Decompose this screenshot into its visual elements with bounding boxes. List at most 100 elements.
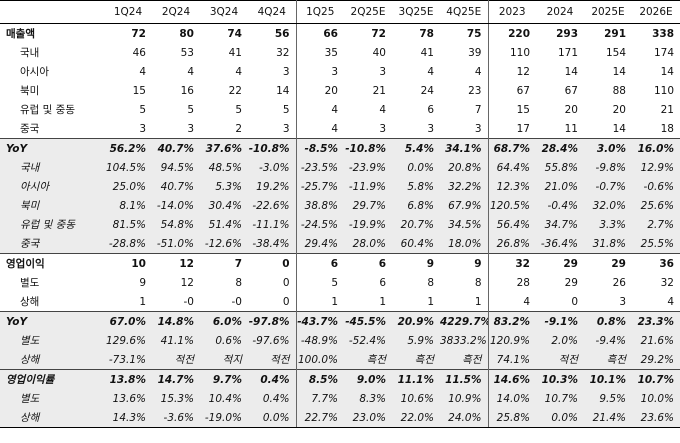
column-header: 3Q24 (200, 0, 248, 24)
row-label: 북미 (0, 196, 104, 215)
row-label: 국내 (20, 47, 40, 59)
row-label: YoY (0, 138, 104, 158)
cell: 48.5% (200, 158, 248, 177)
cell: -12.6% (200, 234, 248, 254)
cell: 11.1% (392, 369, 440, 389)
cell: 74 (227, 27, 242, 40)
cell: 32 (488, 253, 536, 273)
cell: -0.7% (584, 177, 632, 196)
cell: 10.4% (200, 389, 248, 408)
column-header: 2023 (488, 0, 536, 24)
cell: 104.5% (104, 158, 152, 177)
cell: 0.0% (536, 408, 584, 428)
cell: 29.4% (296, 234, 344, 254)
cell: 1 (440, 292, 489, 312)
cell: 94.5% (152, 158, 200, 177)
cell: 8.1% (104, 196, 152, 215)
cell: 5 (235, 103, 242, 116)
cell: 88 (612, 84, 626, 97)
cell: 9.7% (200, 369, 248, 389)
cell: 67.0% (104, 311, 152, 331)
cell: 8.5% (296, 369, 344, 389)
cell: 21.0% (536, 177, 584, 196)
cell: 3 (427, 122, 434, 135)
cell: 3 (248, 62, 297, 81)
table-row: 중국 3 3 2 3 4 3 3 3 17 11 14 18 (0, 119, 680, 139)
cell: 흑전 (584, 350, 632, 370)
cell: 29 (564, 276, 578, 289)
cell: 1 (331, 295, 338, 308)
cell: 20.7% (392, 215, 440, 234)
row-label: 상해 (0, 408, 104, 428)
table-section: YoY 56.2% 40.7% 37.6% -10.8% -8.5% -10.8% 5.4% 3… (0, 138, 680, 254)
cell: 55.8% (536, 158, 584, 177)
cell: -36.4% (536, 234, 584, 254)
cell: -3.6% (152, 408, 200, 428)
cell: 3 (139, 122, 146, 135)
table-row: 별도 9 12 8 0 5 6 8 8 28 29 26 32 (0, 273, 680, 292)
cell: -11.9% (344, 177, 392, 196)
row-label: 별도 (20, 277, 40, 289)
cell: 0 (571, 295, 578, 308)
table-row: 영업이익률 13.8% 14.7% 9.7% 0.4% 8.5% 9.0% 11.1% 11.5… (0, 369, 680, 389)
cell: 25.6% (632, 196, 680, 215)
table-row: 매출액 72 80 74 56 66 72 78 75 220 293 291 338 (0, 23, 680, 43)
cell: 4 (139, 65, 146, 78)
table-row: 북미 8.1% -14.0% 30.4% -22.6% 38.8% 29.7% 6.8% 67.… (0, 196, 680, 215)
cell: 25.5% (632, 234, 680, 254)
cell: 291 (604, 27, 626, 40)
cell: 15 (132, 84, 146, 97)
cell: 9 (440, 253, 489, 273)
cell: 5 (331, 276, 338, 289)
cell: 7 (200, 253, 248, 273)
cell: 3 (331, 65, 338, 78)
cell: 16 (180, 84, 194, 97)
cell: 8 (427, 276, 434, 289)
cell: 6 (379, 276, 386, 289)
cell: 25.8% (488, 408, 536, 428)
cell: 18.0% (440, 234, 489, 254)
cell: 154 (605, 46, 626, 59)
cell: 10.3% (536, 369, 584, 389)
cell: 11.5% (440, 369, 489, 389)
cell: 29.7% (344, 196, 392, 215)
cell: 4 (331, 103, 338, 116)
cell: 5.3% (200, 177, 248, 196)
cell: 20 (564, 103, 578, 116)
cell: 14.6% (488, 369, 536, 389)
table-row: 유럽 및 중동 5 5 5 5 4 4 6 7 15 20 20 21 (0, 100, 680, 119)
cell: 29.2% (632, 350, 680, 370)
cell: -73.1% (104, 350, 152, 370)
cell: -8.5% (296, 138, 344, 158)
cell: 6 (427, 103, 434, 116)
column-header: 2024 (536, 0, 584, 24)
cell: 4 (440, 62, 489, 81)
cell: 3 (440, 119, 489, 139)
cell: 25.0% (104, 177, 152, 196)
row-label: YoY (0, 311, 104, 331)
column-header: 2025E (584, 0, 632, 24)
cell: 100.0% (296, 350, 344, 370)
cell: 0.6% (200, 331, 248, 350)
cell: 36 (632, 253, 680, 273)
table-section: 매출액 72 80 74 56 66 72 78 75 220 293 291 338 국내 46 53 41 3… (0, 23, 680, 139)
cell: 171 (557, 46, 578, 59)
cell: 1 (139, 295, 146, 308)
column-header: 2026E (632, 0, 680, 24)
row-label: 상해 (0, 350, 104, 370)
cell: 39 (440, 43, 489, 62)
cell: -0.4% (536, 196, 584, 215)
cell: 37.6% (200, 138, 248, 158)
cell: 9.5% (584, 389, 632, 408)
table-row: 상해 -73.1% 적전 적지 적전 100.0% 흑전 흑전 흑전 74.1% 적전 흑전 29.2% (0, 350, 680, 370)
cell: 1 (427, 295, 434, 308)
cell: 56.2% (104, 138, 152, 158)
row-label: 유럽 및 중동 (20, 104, 75, 116)
cell: 10.0% (632, 389, 680, 408)
cell: 적전 (248, 350, 297, 370)
cell: 29 (536, 253, 584, 273)
table-row: 별도 129.6% 41.1% 0.6% -97.6% -48.9% -52.4% 5.9% 3… (0, 331, 680, 350)
table-header: 1Q24 2Q24 3Q24 4Q24 1Q25 2Q25E 3Q25E 4Q25E 2023 2… (0, 0, 680, 24)
cell: 293 (556, 27, 578, 40)
cell: 적지 (200, 350, 248, 370)
